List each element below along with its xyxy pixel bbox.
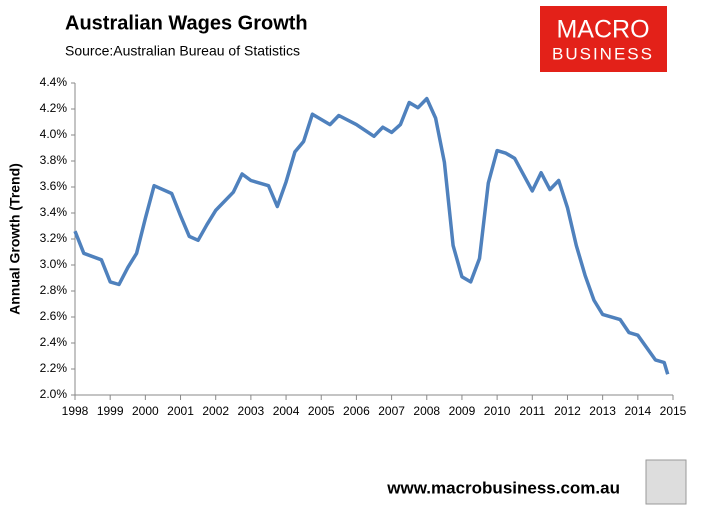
x-tick-label: 2012	[554, 404, 581, 418]
wolf-icon	[645, 459, 687, 505]
y-tick-label: 2.6%	[40, 309, 68, 323]
y-tick-label: 2.4%	[40, 335, 68, 349]
x-tick-label: 1998	[62, 404, 89, 418]
y-tick-label: 3.0%	[40, 257, 68, 271]
y-tick-label: 3.8%	[40, 153, 68, 167]
y-tick-label: 3.6%	[40, 179, 68, 193]
x-tick-label: 2004	[273, 404, 300, 418]
x-tick-label: 2009	[449, 404, 476, 418]
footer-url: www.macrobusiness.com.au	[386, 478, 620, 497]
logo-text: BUSINESS	[552, 44, 654, 63]
y-tick-label: 2.2%	[40, 361, 68, 375]
x-tick-label: 1999	[97, 404, 124, 418]
x-tick-label: 2003	[238, 404, 265, 418]
chart-subtitle: Source:Australian Bureau of Statistics	[65, 43, 300, 59]
y-axis-label: Annual Growth (Trend)	[7, 163, 23, 315]
x-tick-label: 2008	[413, 404, 440, 418]
x-tick-label: 2014	[624, 404, 651, 418]
x-tick-label: 2010	[484, 404, 511, 418]
logo-text: MACRO	[556, 16, 649, 44]
x-tick-label: 2015	[660, 404, 687, 418]
y-tick-label: 4.0%	[40, 127, 68, 141]
x-tick-label: 2005	[308, 404, 335, 418]
x-tick-label: 2002	[202, 404, 229, 418]
x-tick-label: 2006	[343, 404, 370, 418]
x-tick-label: 2001	[167, 404, 194, 418]
x-tick-label: 2007	[378, 404, 405, 418]
chart-title: Australian Wages Growth	[65, 12, 308, 34]
x-tick-label: 2011	[519, 404, 545, 418]
y-tick-label: 3.2%	[40, 231, 68, 245]
y-tick-label: 3.4%	[40, 205, 68, 219]
data-line	[73, 96, 670, 375]
y-tick-label: 2.8%	[40, 283, 68, 297]
y-tick-label: 4.4%	[40, 75, 68, 89]
y-tick-label: 2.0%	[40, 387, 68, 401]
x-tick-label: 2013	[589, 404, 616, 418]
logo-box	[540, 6, 667, 72]
x-tick-label: 2000	[132, 404, 159, 418]
y-tick-label: 4.2%	[40, 101, 68, 115]
